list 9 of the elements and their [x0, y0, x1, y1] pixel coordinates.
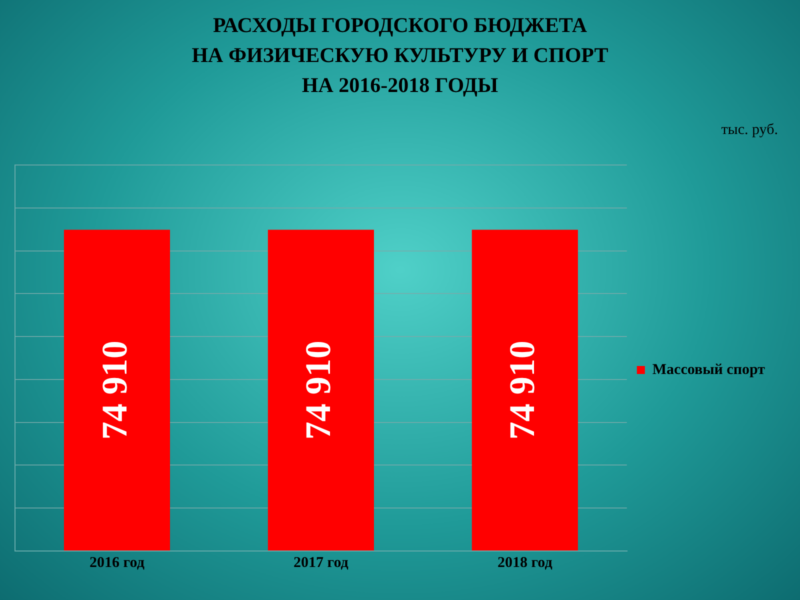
data-label: 74 910 [298, 340, 338, 440]
x-tick-label: 2018 год [497, 554, 553, 571]
chart-title: РАСХОДЫ ГОРОДСКОГО БЮДЖЕТА НА ФИЗИЧЕСКУЮ КУЛЬТУРУ И СПОРТ НА 2016-2018 ГОДЫ [190, 12, 610, 99]
text: тыс. руб. [721, 122, 778, 139]
x-tick-label: 2016 год [90, 554, 145, 571]
data-label: 74 910 [502, 340, 542, 440]
data-label: 74 910 [94, 340, 134, 440]
legend-label: Массовый спорт [652, 362, 766, 378]
x-tick-label: 2017 год [294, 554, 349, 571]
